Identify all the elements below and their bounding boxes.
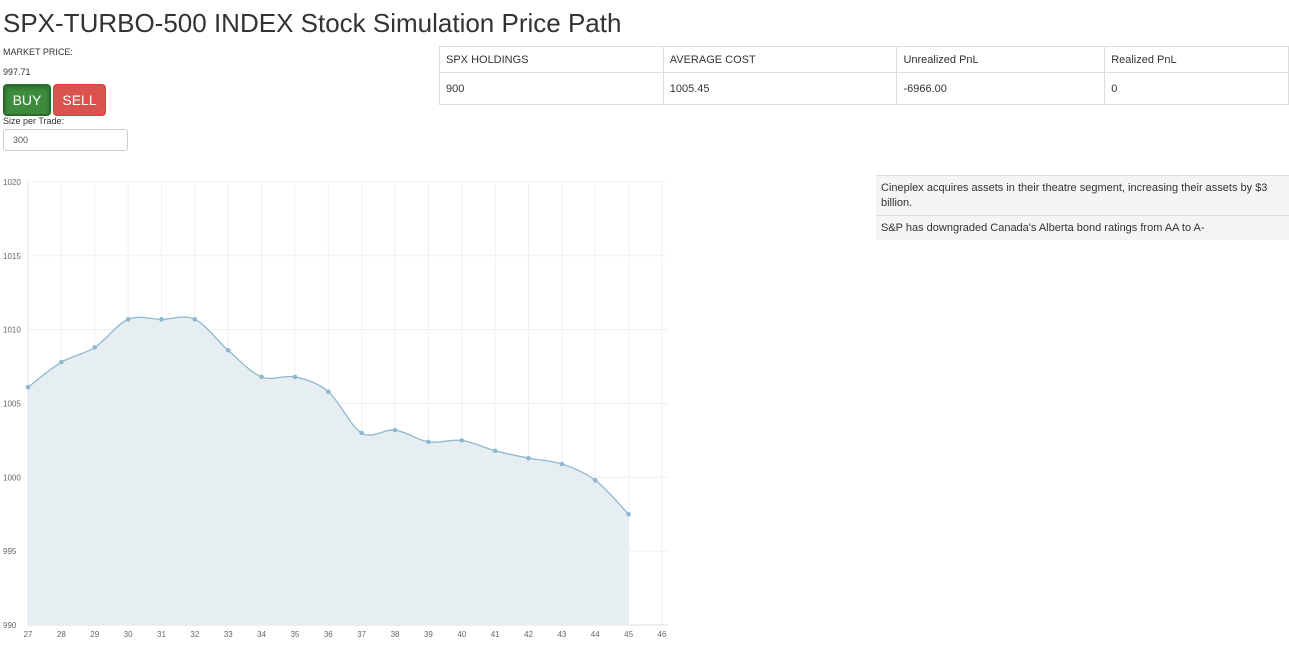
- header-realized-pnl: Realized PnL: [1104, 46, 1289, 73]
- price-point: [225, 348, 231, 353]
- holdings-table: SPX HOLDINGS AVERAGE COST Unrealized PnL…: [439, 46, 1289, 105]
- cell-spx-holdings: 900: [439, 72, 664, 105]
- market-price-value: 997.71: [3, 67, 31, 77]
- x-tick-label: 31: [157, 630, 166, 639]
- news-item: Cineplex acquires assets in their theatr…: [876, 175, 1289, 215]
- holdings-header-row: SPX HOLDINGS AVERAGE COST Unrealized PnL…: [439, 46, 1289, 73]
- price-point: [626, 511, 631, 517]
- y-tick-label: 1010: [3, 326, 21, 335]
- x-tick-label: 35: [290, 630, 299, 639]
- y-tick-label: 995: [3, 547, 17, 556]
- table-row: 900 1005.45 -6966.00 0: [439, 72, 1289, 105]
- price-point: [25, 384, 31, 390]
- y-tick-label: 1000: [3, 473, 21, 482]
- price-point: [359, 430, 364, 436]
- price-point: [192, 317, 198, 322]
- page-title: SPX-TURBO-500 INDEX Stock Simulation Pri…: [3, 8, 622, 38]
- price-point: [259, 374, 264, 380]
- x-tick-label: 42: [524, 630, 533, 639]
- trade-size-input[interactable]: 300: [3, 129, 128, 151]
- x-tick-label: 32: [190, 630, 199, 639]
- x-tick-label: 29: [90, 630, 99, 639]
- trade-size-label: Size per Trade:: [3, 116, 65, 126]
- x-tick-label: 46: [658, 630, 667, 639]
- x-tick-label: 27: [24, 630, 33, 639]
- x-tick-label: 45: [624, 630, 633, 639]
- price-point: [92, 345, 98, 350]
- price-point: [559, 461, 565, 467]
- x-tick-label: 41: [491, 630, 500, 639]
- x-tick-label: 36: [324, 630, 333, 639]
- cell-unrealized-pnl: -6966.00: [896, 72, 1106, 105]
- sell-button[interactable]: SELL: [53, 84, 106, 116]
- x-tick-label: 28: [57, 630, 66, 639]
- y-tick-label: 1005: [3, 400, 21, 409]
- x-tick-label: 33: [224, 630, 233, 639]
- price-point: [159, 317, 164, 322]
- x-tick-label: 39: [424, 630, 433, 639]
- x-tick-label: 44: [591, 630, 600, 639]
- price-point: [426, 439, 431, 445]
- price-point: [526, 455, 531, 461]
- news-feed: Cineplex acquires assets in their theatr…: [876, 175, 1289, 240]
- price-point: [459, 438, 465, 443]
- price-chart: 990 995 1000 1005 1010 1015 1020 27 28 29 30 31 32 33…: [3, 178, 668, 639]
- price-point: [492, 448, 498, 454]
- x-tick-label: 38: [391, 630, 400, 639]
- x-tick-label: 30: [124, 630, 133, 639]
- x-tick-label: 34: [257, 630, 266, 639]
- price-area: [28, 317, 629, 625]
- price-point: [326, 389, 331, 394]
- buy-button[interactable]: BUY: [3, 84, 51, 116]
- y-tick-label: 1020: [3, 178, 21, 187]
- price-point: [292, 374, 298, 380]
- price-point: [59, 359, 64, 365]
- price-point: [125, 317, 131, 322]
- y-tick-label: 1015: [3, 252, 21, 261]
- x-tick-label: 40: [457, 630, 466, 639]
- cell-average-cost: 1005.45: [662, 72, 898, 105]
- x-tick-label: 37: [357, 630, 366, 639]
- news-item: S&P has downgraded Canada's Alberta bond…: [876, 215, 1289, 240]
- cell-realized-pnl: 0: [1104, 72, 1289, 105]
- x-tick-label: 43: [557, 630, 566, 639]
- price-point: [592, 477, 598, 483]
- market-price-label: MARKET PRICE:: [3, 47, 73, 57]
- y-tick-label: 990: [3, 621, 17, 630]
- price-point: [392, 427, 398, 433]
- header-unrealized-pnl: Unrealized PnL: [896, 46, 1106, 73]
- header-spx-holdings: SPX HOLDINGS: [439, 46, 664, 73]
- header-average-cost: AVERAGE COST: [662, 46, 898, 73]
